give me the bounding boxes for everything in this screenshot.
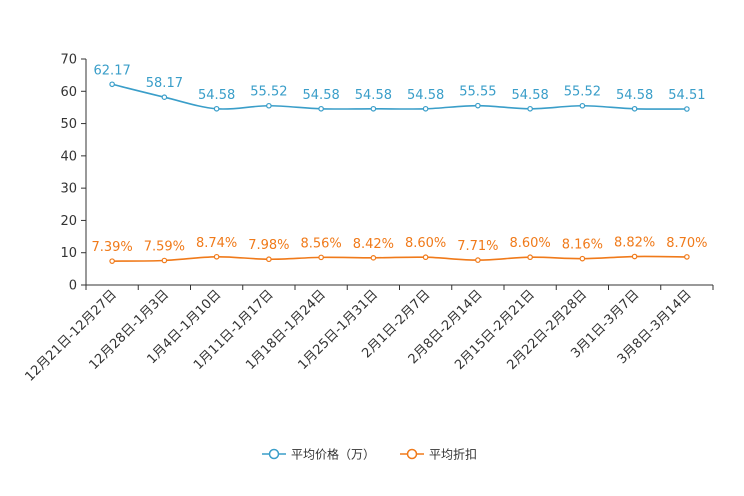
y-tick-label: 0 [69,279,77,294]
data-label: 55.52 [250,85,287,100]
data-label: 8.74% [196,236,237,251]
data-point [422,105,429,112]
series-line [111,83,687,110]
legend: 平均价格（万） 平均折扣 [262,447,477,462]
data-point [422,254,429,261]
series-line [112,255,687,262]
data-label: 55.55 [459,85,496,100]
x-axis: 12月21日-12月27日12月28日-1月3日1月4日-1月10日1月11日-… [22,284,714,385]
y-tick-label: 10 [60,246,77,261]
data-label: 8.16% [562,238,603,253]
data-point [213,253,220,260]
data-point [370,255,377,261]
legend-label: 平均价格（万） [291,447,375,462]
series-2: 7.39% 7.59% 8.74% 7.98% 8.56% 8.42% 8.60% 7.71%… [91,236,708,264]
data-point [109,258,115,264]
data-point [266,256,272,263]
y-tick-label: 30 [60,182,77,197]
x-tick-label: 12月21日-12月27日 [22,287,119,384]
data-point [370,105,377,112]
y-tick-label: 70 [60,53,77,68]
data-label: 8.42% [353,237,394,252]
data-point [475,257,481,263]
data-point [475,102,481,109]
data-point [109,81,115,88]
data-point [266,102,272,109]
data-label: 7.98% [248,238,289,253]
data-label: 8.60% [405,236,446,251]
data-label: 8.60% [509,236,550,251]
data-label: 55.52 [564,85,601,100]
y-tick-label: 40 [60,149,77,164]
data-label: 7.39% [91,240,132,255]
y-axis: 0 10 20 30 40 50 60 70 [60,53,87,294]
data-point [527,105,533,112]
data-label: 54.51 [668,88,705,103]
data-label: 7.71% [457,239,498,254]
data-label: 54.58 [198,88,235,103]
data-label: 54.58 [407,88,444,103]
series-1: 62.17 58.17 54.58 55.52 54.58 54.58 54.58 55.55… [94,63,705,112]
data-label: 62.17 [94,63,131,78]
data-label: 58.17 [146,76,183,91]
legend-marker-icon [406,448,418,460]
data-point [631,105,638,112]
legend-item-2: 平均折扣 [400,447,477,462]
data-point [579,102,586,109]
data-point [579,255,586,262]
data-label: 54.58 [355,88,392,103]
data-point [161,257,168,264]
y-tick-label: 20 [60,214,77,229]
series-layer: 62.17 58.17 54.58 55.52 54.58 54.58 54.58 55.55… [91,63,708,264]
data-point [684,106,690,112]
data-label: 54.58 [512,88,549,103]
data-point [527,254,533,261]
legend-label: 平均折扣 [429,447,477,462]
data-point [631,253,638,260]
legend-marker-icon [268,448,280,460]
data-point [684,254,690,260]
legend-item-1: 平均价格（万） [262,447,375,462]
data-point [318,105,324,112]
y-tick-label: 50 [60,117,77,132]
data-label: 8.70% [666,236,707,251]
data-point [213,105,220,112]
y-tick-label: 60 [60,85,77,100]
data-label: 54.58 [616,88,653,103]
data-label: 7.59% [144,239,185,254]
data-label: 8.82% [614,236,655,251]
data-label: 8.56% [300,236,341,251]
data-label: 54.58 [303,88,340,103]
data-point [161,94,168,100]
data-point [318,254,324,261]
